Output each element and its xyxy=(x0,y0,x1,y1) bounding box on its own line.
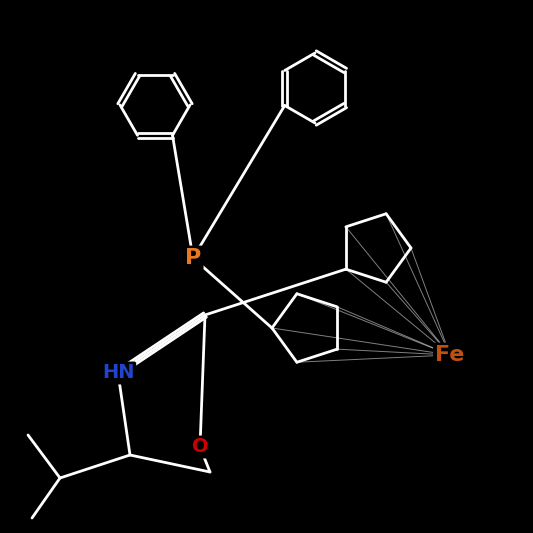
Text: Fe: Fe xyxy=(435,345,465,365)
Text: O: O xyxy=(192,438,208,456)
Text: Fe: Fe xyxy=(435,345,465,365)
Text: P: P xyxy=(185,248,201,268)
Text: HN: HN xyxy=(102,364,134,383)
Text: P: P xyxy=(185,248,201,268)
